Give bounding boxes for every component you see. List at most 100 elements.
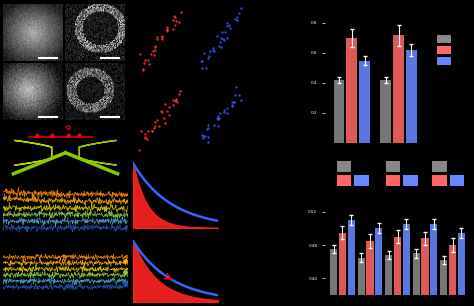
Point bbox=[164, 27, 171, 32]
Point bbox=[232, 92, 239, 97]
Point bbox=[159, 110, 166, 115]
Point bbox=[201, 133, 209, 138]
Point bbox=[149, 49, 157, 54]
Point bbox=[215, 43, 223, 48]
Point bbox=[164, 28, 171, 33]
Point bbox=[158, 36, 166, 41]
Point bbox=[160, 116, 168, 121]
Point bbox=[215, 114, 222, 119]
Point bbox=[153, 118, 161, 123]
Point bbox=[147, 51, 155, 56]
Point bbox=[176, 88, 183, 93]
Bar bbox=[334, 80, 345, 143]
Point bbox=[224, 21, 231, 25]
Point bbox=[199, 136, 207, 140]
Point bbox=[169, 18, 176, 23]
Point bbox=[205, 135, 212, 140]
Point bbox=[231, 16, 239, 21]
Point bbox=[201, 50, 208, 55]
Bar bbox=[406, 50, 417, 143]
Bar bbox=[346, 38, 357, 143]
Point bbox=[198, 132, 206, 137]
Point bbox=[228, 100, 236, 105]
Point bbox=[214, 117, 221, 121]
Bar bbox=[421, 238, 428, 306]
Point bbox=[206, 48, 214, 53]
Point bbox=[155, 123, 163, 128]
Point bbox=[159, 34, 166, 39]
Bar bbox=[437, 46, 451, 54]
Point bbox=[215, 115, 222, 120]
Point bbox=[199, 65, 206, 70]
Polygon shape bbox=[15, 140, 52, 165]
Point bbox=[137, 51, 144, 56]
Point bbox=[233, 85, 240, 90]
Point bbox=[171, 23, 179, 28]
Bar bbox=[430, 224, 438, 306]
Point bbox=[139, 67, 147, 72]
Point bbox=[141, 136, 149, 141]
Point bbox=[230, 100, 237, 105]
Bar bbox=[354, 175, 368, 186]
Point bbox=[204, 56, 212, 61]
Point bbox=[204, 140, 212, 144]
Point bbox=[213, 34, 221, 39]
Bar bbox=[337, 175, 351, 186]
Bar bbox=[375, 228, 383, 306]
Point bbox=[137, 129, 145, 133]
Point bbox=[165, 113, 173, 118]
Bar bbox=[449, 245, 456, 306]
Point bbox=[144, 128, 151, 133]
Point bbox=[172, 97, 180, 102]
Bar bbox=[380, 80, 391, 143]
Point bbox=[141, 131, 149, 136]
Point bbox=[151, 123, 159, 128]
Bar bbox=[337, 161, 351, 172]
Point bbox=[165, 105, 173, 110]
Point bbox=[204, 127, 211, 132]
Point bbox=[210, 122, 218, 127]
Point bbox=[234, 15, 241, 20]
Point bbox=[199, 58, 206, 63]
Point bbox=[148, 129, 155, 133]
Point bbox=[235, 92, 243, 97]
Point bbox=[222, 29, 229, 34]
Point bbox=[152, 45, 159, 50]
Point bbox=[228, 104, 236, 109]
Bar bbox=[339, 233, 346, 306]
Point bbox=[175, 91, 182, 96]
Bar bbox=[437, 35, 451, 43]
Point bbox=[146, 61, 153, 66]
Point bbox=[172, 18, 179, 23]
Point bbox=[169, 27, 177, 32]
Bar bbox=[458, 233, 465, 306]
Point bbox=[172, 15, 179, 20]
Point bbox=[219, 36, 227, 41]
Bar bbox=[385, 255, 392, 306]
Point bbox=[220, 109, 228, 114]
Point bbox=[173, 97, 180, 102]
Point bbox=[217, 44, 225, 49]
Point bbox=[223, 106, 231, 111]
Point bbox=[210, 45, 217, 50]
Polygon shape bbox=[79, 140, 117, 165]
Point bbox=[237, 6, 245, 10]
Point bbox=[214, 117, 222, 122]
Bar bbox=[412, 253, 420, 306]
Point bbox=[237, 98, 245, 103]
Point bbox=[230, 100, 238, 105]
Point bbox=[158, 35, 165, 40]
Point bbox=[148, 129, 155, 133]
Point bbox=[219, 30, 226, 35]
Point bbox=[135, 148, 142, 153]
Point bbox=[226, 22, 233, 27]
Point bbox=[140, 61, 148, 65]
Point bbox=[152, 47, 159, 52]
Point bbox=[220, 108, 228, 113]
Point bbox=[235, 10, 243, 15]
Point bbox=[220, 37, 228, 42]
Point bbox=[141, 134, 148, 139]
Point bbox=[163, 109, 171, 114]
Point bbox=[223, 111, 231, 116]
Point bbox=[199, 133, 207, 138]
